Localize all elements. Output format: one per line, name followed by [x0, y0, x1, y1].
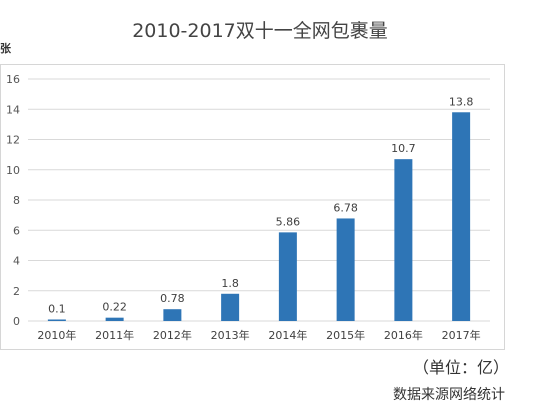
- grid-lines: [28, 78, 490, 322]
- y-axis-ticks: 0 2 4 6 8 10 12 14 16: [6, 73, 20, 328]
- y-tick-label: 4: [13, 255, 20, 268]
- y-tick-label: 2: [13, 285, 20, 298]
- chart-title: 2010-2017双十一全网包裹量: [132, 20, 388, 42]
- data-label: 0.78: [160, 292, 185, 305]
- x-tick-label: 2016年: [384, 328, 423, 342]
- bar: [47, 319, 66, 321]
- bar: [221, 293, 240, 321]
- data-label: 0.22: [102, 301, 127, 314]
- unit-note: （单位：亿）: [413, 358, 510, 377]
- data-label: 10.7: [391, 142, 416, 155]
- bar: [278, 232, 297, 321]
- data-label: 13.8: [449, 95, 474, 108]
- data-label: 0.1: [48, 302, 66, 315]
- bar: [394, 159, 413, 321]
- data-label: 5.86: [276, 215, 301, 228]
- y-tick-label: 8: [13, 194, 20, 207]
- x-tick-label: 2011年: [95, 328, 134, 342]
- y-tick-label: 0: [13, 315, 20, 328]
- bar: [163, 309, 182, 321]
- x-tick-label: 2013年: [211, 328, 250, 342]
- y-tick-label: 6: [13, 224, 20, 237]
- x-tick-label: 2014年: [268, 328, 307, 342]
- bar: [452, 112, 471, 322]
- x-tick-label: 2017年: [442, 328, 481, 342]
- bar: [105, 317, 124, 321]
- source-note: 数据来源网络统计: [393, 387, 505, 403]
- data-label: 1.8: [221, 277, 239, 290]
- bars: [47, 112, 471, 322]
- bar: [336, 218, 355, 321]
- x-axis-ticks: 2010年 2011年 2012年 2013年 2014年 2015年 2016年 2017年: [37, 328, 480, 342]
- y-tick-label: 12: [6, 134, 20, 147]
- x-tick-label: 2015年: [326, 328, 365, 342]
- chart-frame: [0, 64, 505, 350]
- data-labels: 0.1 0.22 0.78 1.8 5.86 6.78 10.7 13.8: [48, 95, 473, 315]
- y-axis-label: 张: [0, 42, 11, 55]
- x-tick-label: 2010年: [37, 328, 76, 342]
- x-tick-label: 2012年: [153, 328, 192, 342]
- y-tick-label: 10: [6, 164, 20, 177]
- y-tick-label: 14: [6, 103, 20, 116]
- data-label: 6.78: [333, 201, 358, 214]
- y-tick-label: 16: [6, 73, 20, 86]
